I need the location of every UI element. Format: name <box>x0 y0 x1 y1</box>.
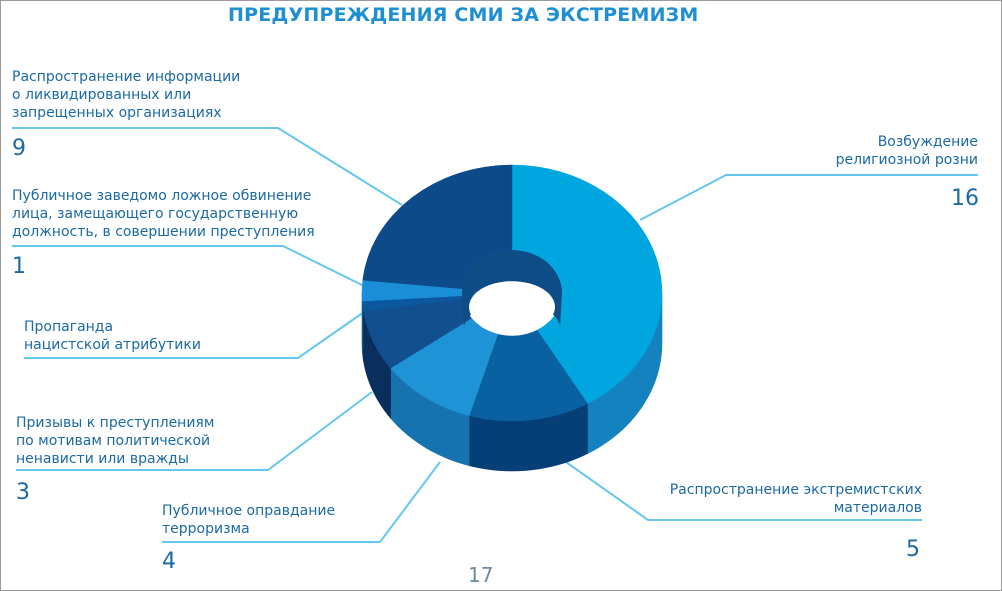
donut-hole <box>462 250 562 333</box>
value-false-accusation: 1 <box>12 254 26 279</box>
label-political-hatred-calls: Призывы к преступлениям по мотивам полит… <box>16 415 215 467</box>
leader-line-4 <box>24 311 365 359</box>
value-political-hatred-calls: 3 <box>16 480 30 505</box>
value-banned-organizations: 9 <box>12 136 26 161</box>
leader-line-6 <box>12 127 403 206</box>
value-religious-hatred: 16 <box>951 186 979 211</box>
label-banned-organizations: Распространение информации о ликвидирова… <box>12 69 241 121</box>
leader-line-2 <box>162 461 441 543</box>
label-terrorism-justification: Публичное оправдание терроризма <box>162 503 336 537</box>
leader-line-0 <box>639 174 978 221</box>
value-extremist-materials: 5 <box>906 537 920 562</box>
leader-line-3 <box>16 391 373 471</box>
slice-1 <box>468 329 588 422</box>
leader-lines <box>12 127 978 543</box>
label-religious-hatred: Возбуждение религиозной розни <box>835 134 978 168</box>
leader-line-5 <box>12 245 365 287</box>
donut-top <box>361 164 663 422</box>
leader-line-1 <box>565 461 922 521</box>
hole-opening <box>469 281 555 333</box>
label-false-accusation: Публичное заведомо ложное обвинение лица… <box>12 188 315 240</box>
value-terrorism-justification: 4 <box>162 549 176 574</box>
label-nazi-symbols: Пропаганда нацистской атрибутики <box>24 319 201 353</box>
label-extremist-materials: Распространение экстремистских материало… <box>669 482 922 516</box>
page-number: 17 <box>468 563 494 587</box>
chart-title: ПРЕДУПРЕЖДЕНИЯ СМИ ЗА ЭКСТРЕМИЗМ <box>228 4 699 26</box>
